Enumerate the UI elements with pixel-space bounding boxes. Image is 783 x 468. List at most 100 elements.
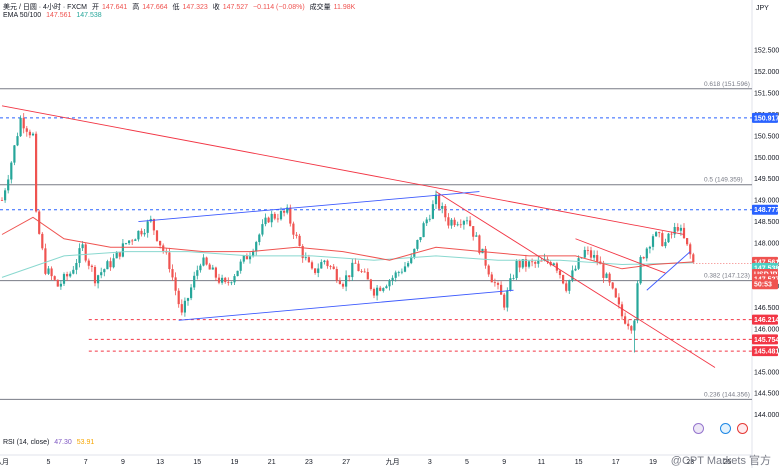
price-level-tag-label: 150.917 xyxy=(754,115,779,122)
candle-body xyxy=(25,128,28,132)
candle-body xyxy=(493,282,496,284)
candle-body xyxy=(422,223,425,238)
price-level-tag xyxy=(752,112,778,123)
candle-body xyxy=(75,262,78,270)
candle-body xyxy=(66,274,69,277)
y-tick-label: 152.000 xyxy=(754,69,779,76)
volume-value: 11.98K xyxy=(333,4,356,11)
candle-body xyxy=(202,257,205,266)
candle-body xyxy=(41,233,44,249)
x-tick-label: 九月 xyxy=(386,457,400,466)
candle-body xyxy=(317,268,320,273)
candle-body xyxy=(431,204,434,219)
candle-body xyxy=(233,276,236,283)
candle-body xyxy=(314,268,317,273)
candle-body xyxy=(577,258,580,269)
candle-body xyxy=(230,282,233,284)
candle-body xyxy=(171,269,174,278)
candle-body xyxy=(363,271,366,273)
y-tick-label: 151.500 xyxy=(754,90,779,97)
candle-body xyxy=(487,265,490,275)
candle-body xyxy=(627,323,630,327)
candle-body xyxy=(143,232,146,235)
trendline xyxy=(138,191,480,223)
candle-body xyxy=(518,260,521,268)
low-label: 低 xyxy=(172,4,180,11)
candle-body xyxy=(134,239,137,241)
candle-body xyxy=(31,133,35,136)
candle-body xyxy=(667,233,670,243)
candle-body xyxy=(258,234,261,243)
candle-body xyxy=(146,221,149,233)
fib-level-label: 0.618 (151.596) xyxy=(704,81,750,88)
candle-body xyxy=(50,268,53,277)
candle-body xyxy=(633,320,636,331)
candle-body xyxy=(689,244,692,255)
candle-body xyxy=(655,232,658,237)
candle-body xyxy=(351,262,354,278)
x-tick-label: 27 xyxy=(342,459,350,466)
candle-body xyxy=(109,261,112,268)
y-tick-label: 146.500 xyxy=(754,305,779,312)
candle-body xyxy=(354,262,357,264)
close-label: 收 xyxy=(212,4,220,11)
candle-body xyxy=(462,221,465,225)
candle-body xyxy=(177,290,180,305)
y-tick-label: 149.500 xyxy=(754,176,779,183)
price-level-tag-label: 146.214 xyxy=(754,317,779,324)
fib-level-label: 0.5 (149.359) xyxy=(704,177,743,184)
candle-body xyxy=(124,243,128,244)
candle-body xyxy=(531,261,534,263)
change-value: −0.114 (−0.08%) xyxy=(253,4,305,11)
candle-body xyxy=(289,207,292,224)
candle-body xyxy=(180,304,183,313)
candle-body xyxy=(357,263,360,272)
candle-body xyxy=(341,284,345,287)
candle-body xyxy=(419,237,422,240)
ema-label: EMA 50/100 xyxy=(3,12,42,19)
y-tick-label: 144.000 xyxy=(754,412,779,419)
candle-body xyxy=(459,224,462,226)
candle-body xyxy=(348,275,351,278)
close-value: 147.527 xyxy=(222,4,249,11)
candle-body xyxy=(97,275,100,284)
y-tick-label: 149.000 xyxy=(754,198,779,205)
candle-body xyxy=(196,270,199,276)
fib-level-label: 0.382 (147.123) xyxy=(704,273,750,280)
candle-body xyxy=(596,255,599,262)
candle-body xyxy=(441,205,444,209)
candle-body xyxy=(168,252,171,270)
ema-legend[interactable]: EMA 50/100 147.561 147.538 xyxy=(3,12,105,19)
candle-body xyxy=(338,280,341,285)
candle-body xyxy=(292,223,295,235)
flag-icon[interactable] xyxy=(737,423,748,434)
rsi-legend[interactable]: RSI (14, close) 47.30 53.91 xyxy=(3,439,97,446)
candle-body xyxy=(221,277,224,283)
trendline xyxy=(646,251,691,291)
candle-body xyxy=(155,230,159,241)
x-tick-label: 25 xyxy=(724,459,732,466)
candle-body xyxy=(456,224,459,226)
current-price-tag-label: 147.538 xyxy=(754,265,779,272)
flag-icon[interactable] xyxy=(720,423,731,434)
current-price-tag-label: 147.561 xyxy=(754,259,779,266)
candle-body xyxy=(403,266,407,272)
alert-icon[interactable] xyxy=(693,423,704,434)
candle-body xyxy=(503,294,506,308)
candle-body xyxy=(648,246,651,249)
candle-body xyxy=(190,287,193,299)
x-tick-label: 15 xyxy=(193,459,201,466)
y-tick-label: 146.000 xyxy=(754,326,779,333)
candle-body xyxy=(208,264,211,270)
symbol-label[interactable]: 美元 / 日圆 · 4小时 · FXCM xyxy=(3,4,87,11)
candle-body xyxy=(335,269,338,281)
candle-body xyxy=(217,277,221,283)
candle-body xyxy=(329,266,332,267)
candle-body xyxy=(140,230,143,235)
rsi-value-2: 53.91 xyxy=(76,439,95,446)
candle-body xyxy=(512,278,515,279)
candle-body xyxy=(84,244,87,261)
candle-body xyxy=(496,283,500,285)
candle-body xyxy=(379,287,382,291)
